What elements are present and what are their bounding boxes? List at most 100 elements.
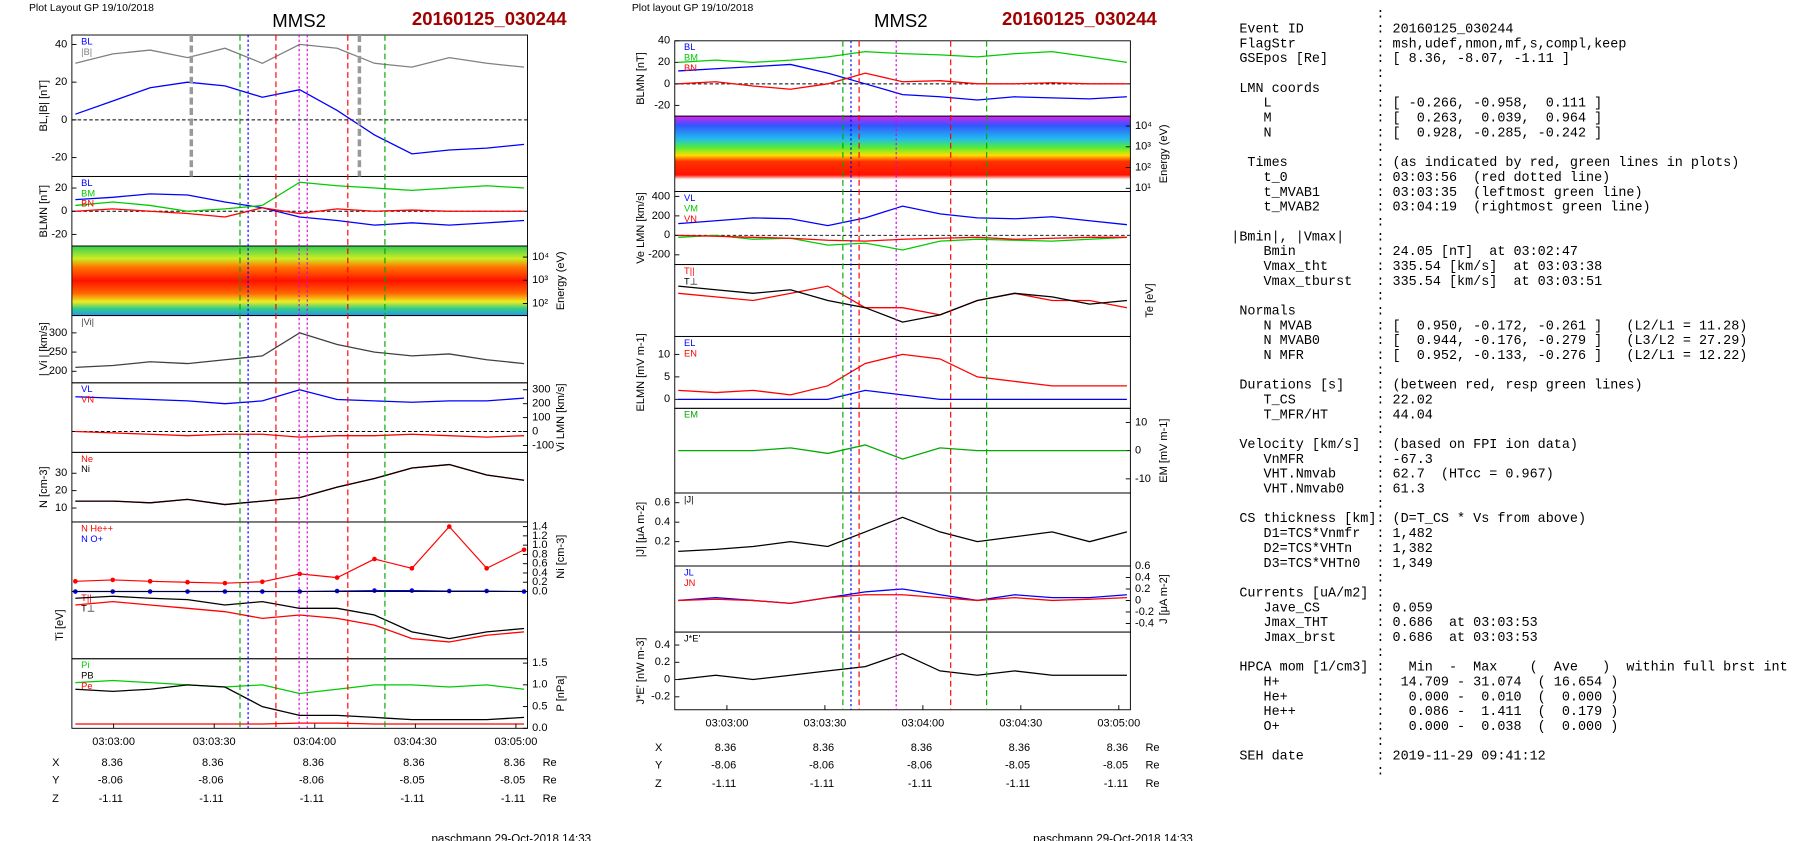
legend-entry: JL — [684, 567, 694, 577]
trace — [678, 285, 1127, 323]
y-tick-label: -200 — [648, 249, 670, 261]
info-line: Normals : — [1231, 304, 1384, 319]
legend-entry: |J| — [684, 494, 693, 504]
y-tick-label: -0.2 — [1135, 606, 1154, 618]
y-tick-label: 0.2 — [1135, 583, 1150, 595]
y-tick-label: 0 — [1135, 594, 1141, 606]
point — [185, 579, 190, 585]
y-tick-label: 10⁴ — [1135, 120, 1152, 132]
legend-entry: J*E' — [684, 633, 700, 643]
info-line: N MVAB : [ 0.950, -0.172, -0.261 ] (L2/L… — [1231, 319, 1747, 334]
position-label: Z — [52, 793, 59, 805]
position-value: 8.36 — [813, 742, 834, 754]
position-label: Y — [655, 759, 663, 771]
position-value: -8.06 — [809, 759, 834, 771]
info-line: : — [1231, 141, 1384, 156]
y-tick-label: 1.0 — [532, 679, 547, 691]
y-axis-label: BLMN [nT] — [38, 185, 50, 238]
panel-frame — [674, 492, 1131, 567]
trace — [75, 463, 525, 506]
info-line: VHT.Nmvab : 62.7 (HTcc = 0.967) — [1231, 468, 1554, 483]
info-line: O+ : 0.000 - 0.038 ( 0.000 ) — [1231, 720, 1618, 735]
trace — [678, 205, 1127, 227]
y-tick-label: -20 — [51, 151, 67, 163]
y-tick-label: 0.0 — [532, 722, 547, 734]
y-tick-label: 0 — [664, 673, 670, 685]
position-unit: Re — [543, 757, 557, 769]
legend-entry: EN — [684, 348, 697, 358]
position-value: 8.36 — [403, 757, 424, 769]
position-label: Y — [52, 774, 60, 786]
legend-entry: |Vi| — [81, 317, 94, 327]
info-line: L : [ -0.266, -0.958, 0.111 ] — [1231, 97, 1602, 112]
position-value: -1.11 — [712, 778, 736, 790]
y-tick-label: 0.8 — [532, 548, 547, 560]
position-unit: Re — [543, 793, 557, 805]
position-value: -1.11 — [501, 793, 525, 805]
info-line: N : [ 0.928, -0.285, -0.242 ] — [1231, 126, 1602, 141]
y-axis-label: Energy (eV) — [1158, 124, 1170, 183]
info-line: CS thickness [km]: (D=T_CS * Vs from abo… — [1231, 512, 1586, 527]
info-line: Event ID : 20160125_030244 — [1231, 23, 1513, 38]
point — [334, 575, 340, 580]
point — [484, 566, 489, 571]
legend-entry: T|| — [684, 266, 694, 276]
y-tick-label: 10² — [1135, 161, 1151, 173]
y-axis-label: N [cm-3] — [38, 466, 50, 508]
footer: paschmann 29-Oct-2018 14:33 — [431, 834, 591, 841]
info-line: He++ : 0.086 - 1.411 ( 0.179 ) — [1231, 705, 1618, 720]
y-tick-label: 200 — [49, 365, 67, 377]
position-value: 8.36 — [303, 757, 324, 769]
y-tick-label: 5 — [664, 371, 670, 383]
y-tick-label: 0.0 — [532, 585, 547, 597]
position-value: 8.36 — [1009, 742, 1030, 754]
legend-entry: VN — [684, 214, 697, 224]
event-title: 20160125_030244 — [412, 8, 567, 29]
info-line: Velocity [km/s] : (based on FPI ion data… — [1231, 438, 1578, 453]
info-line: VHT.Nmvab0 : 61.3 — [1231, 483, 1425, 498]
legend-entry: |B| — [81, 47, 92, 57]
x-tick-label: 03:05:00 — [495, 736, 538, 748]
position-value: -1.11 — [400, 793, 424, 805]
position-unit: Re — [1145, 778, 1159, 790]
info-line: : — [1231, 646, 1384, 661]
trace — [678, 234, 1127, 251]
y-tick-label: 10³ — [1135, 141, 1151, 153]
info-line: N MVAB0 : [ 0.944, -0.176, -0.279 ] (L3/… — [1231, 334, 1747, 349]
legend-entry: BL — [81, 178, 92, 188]
position-value: -8.06 — [907, 759, 932, 771]
trace — [678, 50, 1128, 64]
panel-frame — [674, 565, 1131, 633]
y-tick-label: -20 — [51, 228, 67, 240]
trace — [678, 588, 1127, 604]
footer: paschmann 29-Oct-2018 14:33 — [1033, 834, 1193, 841]
y-tick-label: 40 — [658, 35, 670, 47]
trace — [678, 516, 1128, 553]
position-value: 8.36 — [715, 742, 736, 754]
info-line: D1=TCS*Vnmfr : 1,482 — [1231, 527, 1433, 542]
legend-entry: BN — [684, 63, 697, 73]
info-line: T_CS : 22.02 — [1231, 394, 1433, 409]
y-tick-label: 0.4 — [655, 516, 670, 528]
info-line: Jmax_brst : 0.686 at 03:03:53 — [1231, 631, 1537, 646]
y-tick-label: 20 — [55, 485, 67, 497]
position-value: -1.11 — [199, 793, 223, 805]
position-value: -8.06 — [198, 774, 223, 786]
point — [110, 577, 116, 583]
y-tick-label: 1.4 — [532, 520, 547, 532]
info-line: t_MVAB1 : 03:03:35 (leftmost green line) — [1231, 186, 1642, 201]
position-value: -1.11 — [1104, 778, 1128, 790]
point — [147, 578, 153, 584]
info-line: D2=TCS*VHTn : 1,382 — [1231, 542, 1433, 557]
position-label: Z — [655, 778, 662, 790]
y-tick-label: 0.4 — [532, 567, 547, 579]
y-axis-label: ELMN [mV m-1] — [635, 333, 647, 411]
legend-entry: EL — [684, 338, 695, 348]
x-tick-label: 03:05:00 — [1097, 718, 1140, 730]
trace — [678, 234, 1127, 242]
y-axis-label: P [nPa] — [555, 676, 567, 712]
position-value: -8.05 — [500, 774, 525, 786]
point — [73, 578, 78, 584]
info-line: : — [1231, 423, 1384, 438]
x-tick-label: 03:04:00 — [901, 718, 944, 730]
